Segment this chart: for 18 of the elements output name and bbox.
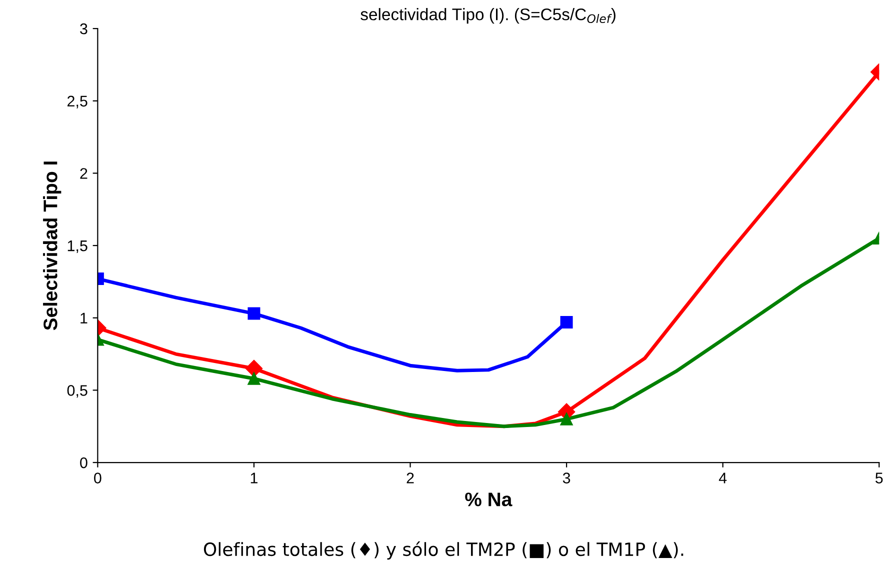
y-tick-label: 3 bbox=[80, 23, 88, 34]
y-tick-label: 0 bbox=[80, 457, 88, 468]
y-axis-title: Selectividad Tipo I bbox=[43, 162, 62, 330]
text: Olefinas totales (♦) y sólo el TM2P (■) o el TM1P (▲). bbox=[204, 541, 684, 560]
x-tick-label: 3 bbox=[562, 472, 570, 484]
point bbox=[560, 316, 573, 328]
chart-title: selectividad Tipo (I). (S=C5s/C$_{Olef}$) bbox=[360, 8, 616, 24]
y-tick-label: 2 bbox=[80, 168, 88, 179]
x-tick-label: 1 bbox=[250, 472, 258, 484]
x-tick-label: 4 bbox=[718, 472, 727, 484]
x-tick-label: 5 bbox=[875, 472, 883, 484]
x-axis-title: % Na bbox=[465, 492, 512, 506]
y-tick-label: 1 bbox=[80, 312, 88, 324]
y-tick-label: 2,5 bbox=[67, 96, 88, 108]
y-tick-label: 1,5 bbox=[68, 240, 88, 254]
x-tick-label: 0 bbox=[94, 472, 102, 484]
x-tick-label: 2 bbox=[406, 472, 414, 484]
y-tick-label: 0,5 bbox=[67, 385, 88, 398]
